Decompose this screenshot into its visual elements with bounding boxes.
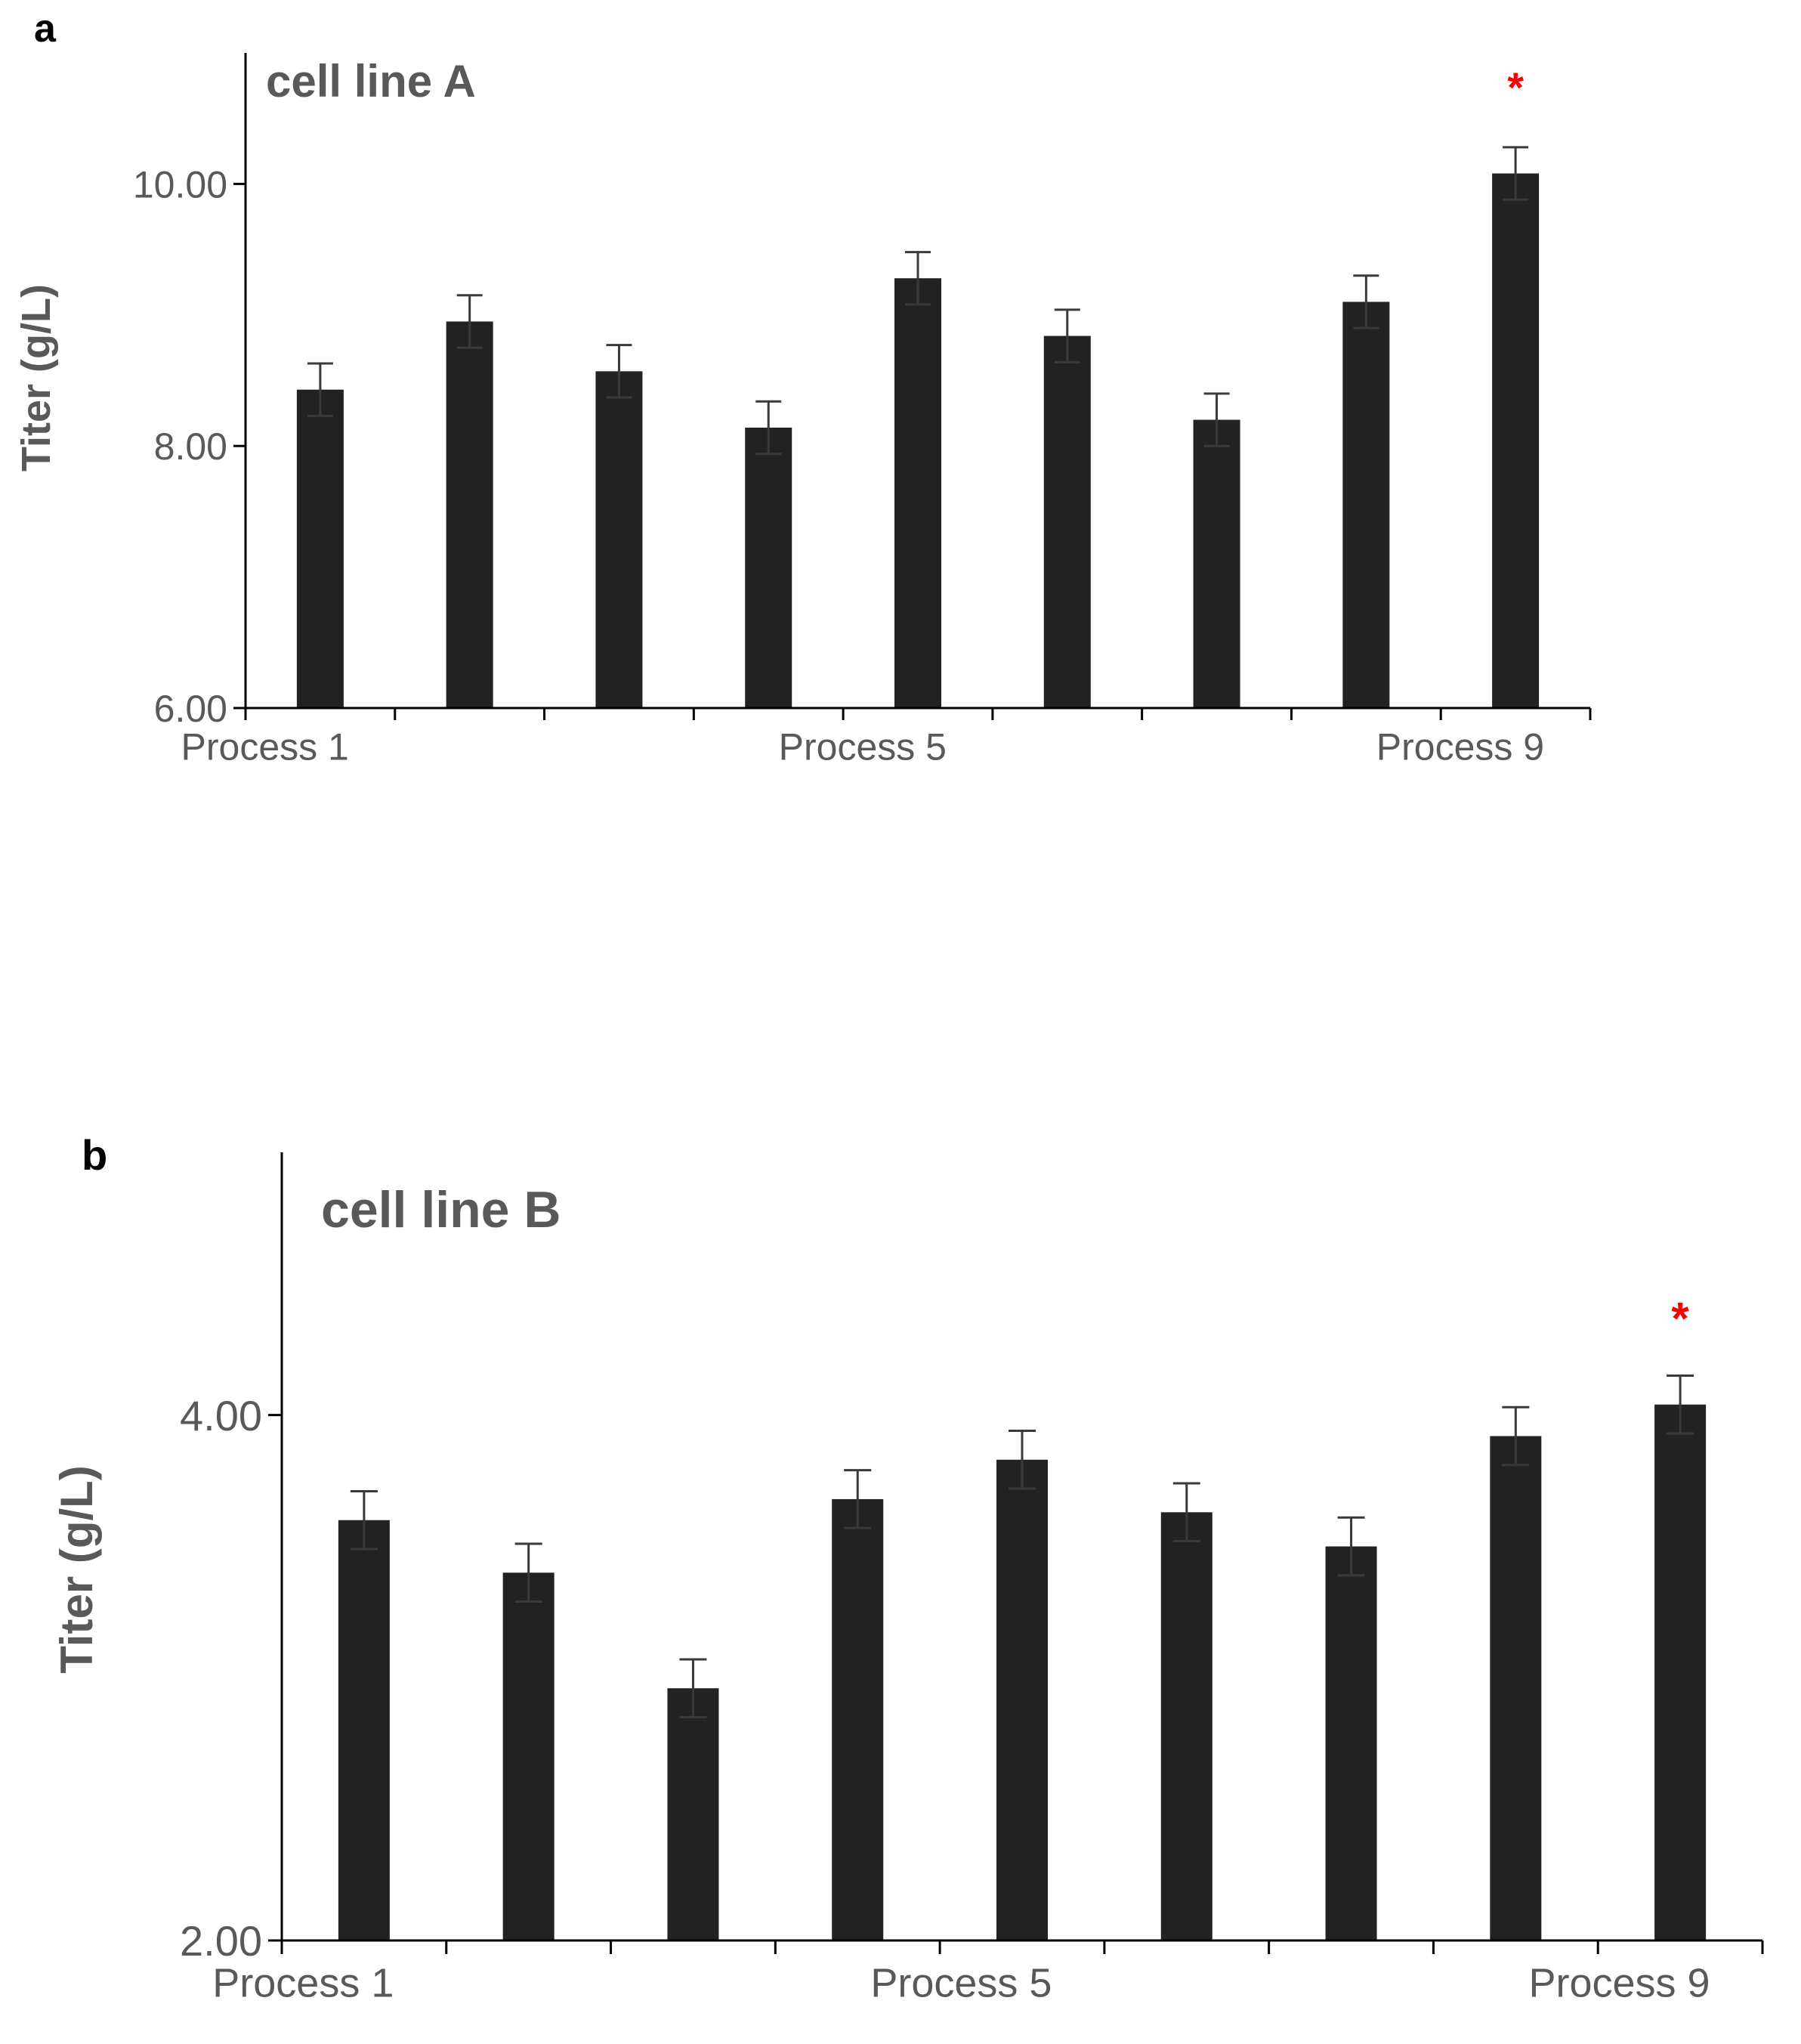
- panel-b-y-axis-label: Titer (g/L): [51, 1465, 102, 1674]
- x-category-label: Process 9: [1376, 726, 1544, 768]
- y-tick-label: 4.00: [180, 1392, 262, 1439]
- panel-b: b cell line B Titer (g/L) 2.00 4.00 Proce…: [51, 1131, 1764, 2006]
- x-category-label: Process 1: [212, 1961, 394, 2006]
- x-category-label: Process 1: [181, 726, 349, 768]
- panel-a-error-bars: [307, 146, 1529, 456]
- panel-a-letter: a: [34, 7, 57, 51]
- bar: [1325, 1546, 1377, 1940]
- bar: [1160, 1512, 1213, 1940]
- panel-a-axes: [233, 53, 1590, 710]
- panel-a: a cell line A Titer (g/L) 6.008.0010.00 …: [14, 7, 1592, 768]
- bar: [667, 1688, 719, 1940]
- bar: [745, 427, 792, 708]
- panel-b-x-ticks: Process 1 Process 5 Process 9: [212, 1940, 1764, 2006]
- bar: [1490, 1436, 1542, 1940]
- bar: [296, 389, 344, 708]
- bar: [338, 1520, 390, 1940]
- bar: [832, 1498, 884, 1940]
- bar: [1342, 301, 1390, 709]
- x-category-label: Process 9: [1528, 1961, 1710, 2006]
- panel-a-bars: [296, 173, 1540, 709]
- y-tick-label: 6.00: [154, 688, 227, 730]
- bar: [1492, 173, 1540, 708]
- bar: [1043, 336, 1091, 708]
- bar: [894, 278, 941, 708]
- y-tick-label: 10.00: [133, 163, 227, 206]
- x-category-label: Process 5: [779, 726, 947, 768]
- bar: [1654, 1404, 1707, 1940]
- panel-b-significance-marker: *: [1671, 1294, 1689, 1344]
- panel-a-x-ticks: Process 1 Process 5 Process 9: [181, 708, 1592, 768]
- panel-a-y-axis-label: Titer (g/L): [14, 284, 59, 472]
- bar: [996, 1459, 1048, 1940]
- x-category-label: Process 5: [870, 1961, 1052, 2006]
- bar: [446, 321, 493, 708]
- y-tick-label: 8.00: [154, 425, 227, 468]
- panel-b-y-ticks: 2.00 4.00: [180, 1392, 282, 1965]
- panel-a-significance-marker: *: [1507, 63, 1524, 111]
- bar: [502, 1572, 555, 1940]
- bar: [1193, 419, 1240, 708]
- panel-b-error-bars: [350, 1375, 1694, 1718]
- panel-b-title: cell line B: [321, 1181, 561, 1238]
- panel-b-bars: [338, 1404, 1707, 1940]
- panel-b-axes: [268, 1152, 1762, 1942]
- bar: [595, 371, 643, 708]
- y-tick-label: 2.00: [180, 1917, 262, 1965]
- panel-a-y-ticks: 6.00 8.00 10.00: [133, 163, 246, 730]
- panel-a-title: cell line A: [266, 56, 476, 107]
- panel-b-letter: b: [82, 1131, 107, 1179]
